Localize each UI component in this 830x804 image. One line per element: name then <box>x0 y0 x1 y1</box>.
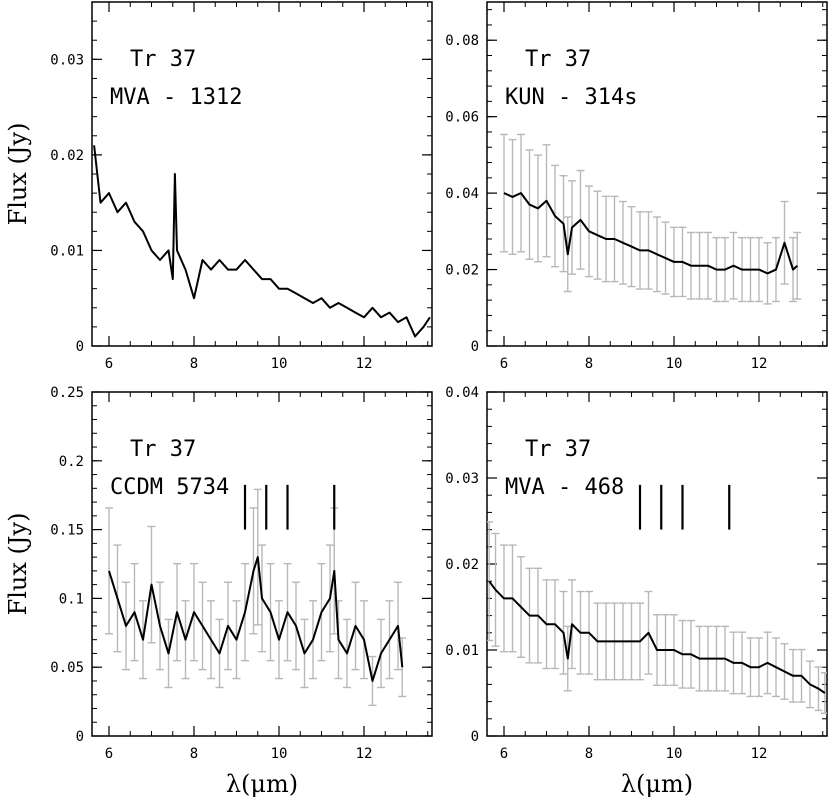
panel-label: KUN - 314s <box>505 85 637 110</box>
spectrum-line <box>93 145 431 338</box>
spectrum-line <box>488 580 826 694</box>
plot-frame <box>486 1 828 347</box>
y-tick-label: 0.04 <box>445 186 479 202</box>
y-tick-label: 0 <box>471 729 479 745</box>
x-tick-label: 6 <box>500 746 508 762</box>
data-layer <box>500 133 802 305</box>
x-tick-label: 8 <box>190 746 198 762</box>
panel-label: MVA - 468 <box>505 475 624 500</box>
x-axis-title: λ(μm) <box>226 770 298 798</box>
spectrum-line <box>108 556 404 682</box>
data-layer <box>487 521 827 714</box>
y-tick-label: 0.05 <box>50 660 84 676</box>
y-tick-label: 0.03 <box>445 471 479 487</box>
chart-panel-3: 6 8 10 12 0 0.05 0.1 0.15 0.2 0.25 Tr 37 CCDM 5734 F… <box>4 385 433 798</box>
y-tick-label: 0 <box>471 339 479 355</box>
y-tick-label: 0.04 <box>445 385 479 401</box>
y-axis-title: Flux (Jy) <box>4 513 32 616</box>
y-tick-label: 0.25 <box>50 385 84 401</box>
x-tick-label: 10 <box>271 746 288 762</box>
x-tick-label: 8 <box>585 746 593 762</box>
y-tick-label: 0.01 <box>445 643 479 659</box>
data-layer <box>93 145 431 338</box>
y-tick-label: 0.02 <box>50 148 84 164</box>
x-tick-label: 12 <box>751 356 768 372</box>
x-tick-label: 10 <box>666 356 683 372</box>
y-tick-label: 0.08 <box>445 33 479 49</box>
y-tick-label: 0 <box>76 339 84 355</box>
y-tick-label: 0.1 <box>59 591 84 607</box>
chart-panel-4: 6 8 10 12 0 0.01 0.02 0.03 0.04 Tr 37 MVA - 468 λ(μ… <box>445 385 828 798</box>
y-tick-label: 0 <box>76 729 84 745</box>
x-tick-label: 10 <box>271 356 288 372</box>
chart-panel-1: 6 8 10 12 0 0.01 0.02 0.03 Tr 37 MVA - 1312 Flux (… <box>4 1 433 372</box>
x-axis-title: λ(μm) <box>621 770 693 798</box>
panel-label: Tr 37 <box>130 437 196 462</box>
plot-frame <box>91 391 433 737</box>
panel-label: Tr 37 <box>130 47 196 72</box>
y-axis-title: Flux (Jy) <box>4 123 32 226</box>
x-tick-label: 12 <box>356 746 373 762</box>
x-tick-label: 8 <box>585 356 593 372</box>
spectrum-line <box>503 192 798 275</box>
y-tick-label: 0.01 <box>50 243 84 259</box>
x-tick-label: 6 <box>500 356 508 372</box>
y-tick-label: 0.02 <box>445 263 479 279</box>
panel-label: MVA - 1312 <box>110 85 242 110</box>
y-tick-label: 0.02 <box>445 557 479 573</box>
x-tick-label: 12 <box>356 356 373 372</box>
x-tick-label: 6 <box>105 356 113 372</box>
y-tick-label: 0.06 <box>445 110 479 126</box>
x-tick-label: 6 <box>105 746 113 762</box>
data-layer <box>105 488 407 707</box>
chart-panel-2: 6 8 10 12 0 0.02 0.04 0.06 0.08 Tr 37 KUN - 314s <box>445 1 828 372</box>
y-tick-label: 0.2 <box>59 454 84 470</box>
y-tick-label: 0.15 <box>50 523 84 539</box>
x-tick-label: 8 <box>190 356 198 372</box>
panel-label: Tr 37 <box>525 47 591 72</box>
panel-label: CCDM 5734 <box>110 475 229 500</box>
y-tick-label: 0.03 <box>50 52 84 68</box>
panel-label: Tr 37 <box>525 437 591 462</box>
x-tick-label: 10 <box>666 746 683 762</box>
x-tick-label: 12 <box>751 746 768 762</box>
